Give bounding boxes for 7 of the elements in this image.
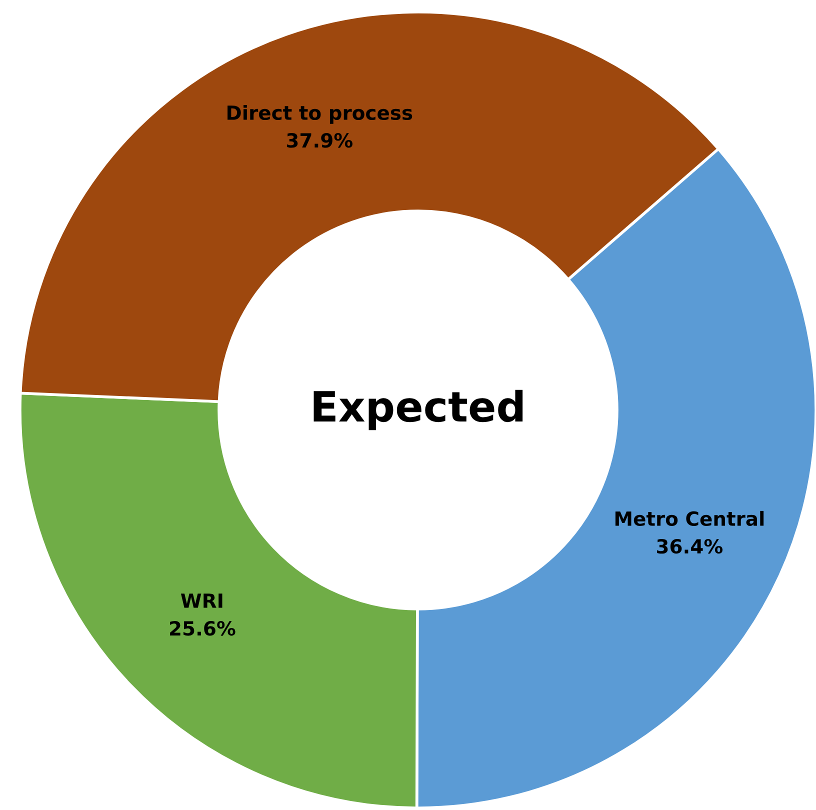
slice-label: Metro Central (615, 510, 764, 526)
data-label: 25.6% (170, 621, 236, 636)
data-label: 36.4% (657, 538, 723, 554)
text: Expected (314, 390, 523, 430)
slice-label: WRI (180, 594, 222, 608)
data-label: 37.9% (286, 133, 353, 148)
slice-label: Direct to process (228, 105, 412, 124)
